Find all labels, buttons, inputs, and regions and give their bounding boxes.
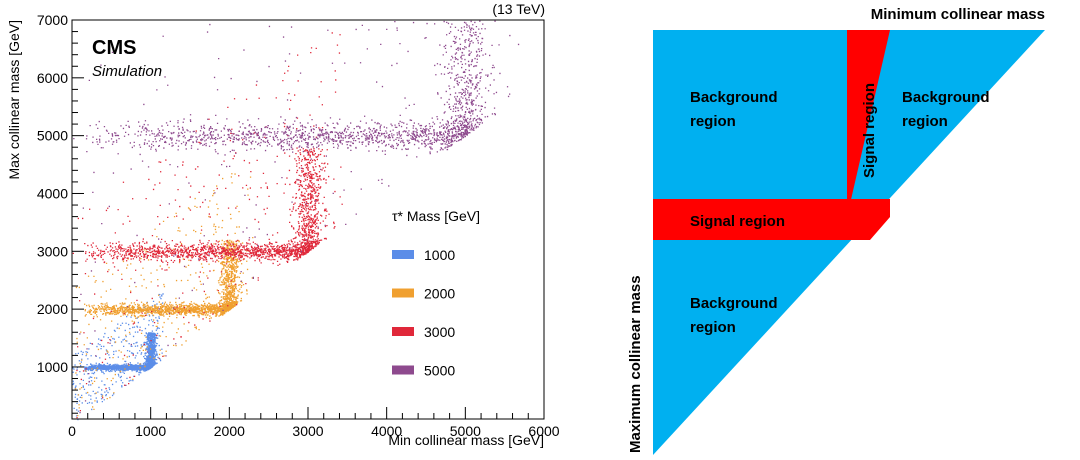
legend-label: 5000	[424, 363, 455, 379]
x-tick-label: 1000	[135, 423, 166, 439]
legend-swatch	[392, 327, 414, 336]
series-1000	[72, 293, 164, 421]
background-region-bottom-line2: region	[690, 319, 736, 336]
left-axis-label: Maximum collinear mass	[627, 275, 644, 453]
series-3000	[72, 32, 343, 419]
y-tick-label: 7000	[37, 12, 68, 28]
legend-swatch	[392, 250, 414, 259]
x-axis-title: Min collinear mass [GeV]	[388, 432, 544, 448]
x-tick-label: 0	[68, 423, 76, 439]
series-points-5000	[73, 20, 520, 414]
legend-swatch	[392, 288, 414, 298]
axes: 0 1000 2000 3000 4000 5000 6000 1000 2000 3000 400…	[37, 12, 560, 439]
series-5000	[73, 20, 520, 414]
y-tick-label: 3000	[37, 243, 68, 259]
cms-label: CMS	[92, 37, 136, 59]
series-points-1000	[72, 293, 164, 421]
legend-title: τ* Mass [GeV]	[392, 208, 480, 224]
scatter-plot: 0 1000 2000 3000 4000 5000 6000 1000 2000 3000 400…	[6, 1, 560, 448]
legend-label: 3000	[424, 324, 455, 340]
x-tick-label: 5000	[450, 423, 481, 439]
signal-region-vertical-label: Signal region	[861, 83, 878, 178]
legend: 1000 2000 3000 5000	[392, 247, 455, 379]
background-region-top-left: Background region	[690, 89, 782, 130]
top-axis-label: Minimum collinear mass	[871, 6, 1045, 23]
background-region-top-left-line1: Background	[690, 89, 778, 106]
horizontal-signal-band	[653, 199, 890, 240]
background-region-bottom-line1: Background	[690, 295, 778, 312]
background-region-bottom: Background region	[690, 295, 782, 336]
signal-region-horizontal-label: Signal region	[690, 213, 785, 230]
x-tick-label: 2000	[214, 423, 245, 439]
x-tick-label: 3000	[292, 423, 323, 439]
energy-label: (13 TeV)	[492, 1, 545, 17]
simulation-label: Simulation	[92, 63, 162, 80]
y-tick-label: 4000	[37, 185, 68, 201]
series-points-3000	[72, 32, 343, 419]
series-points-2000	[74, 173, 254, 417]
background-region-top-right-line1: Background	[902, 89, 990, 106]
scatter-points	[72, 20, 520, 421]
legend-swatch	[392, 365, 414, 375]
y-tick-label: 1000	[37, 359, 68, 375]
legend-label: 2000	[424, 286, 455, 302]
background-region-top-right: Background region	[902, 89, 994, 130]
region-diagram: Minimum collinear mass Maximum collinear…	[627, 6, 1045, 455]
legend-label: 1000	[424, 247, 455, 263]
region-triangle	[653, 30, 1045, 455]
y-tick-label: 6000	[37, 70, 68, 86]
x-tick-label: 6000	[528, 423, 559, 439]
background-region-top-left-line2: region	[690, 113, 736, 130]
y-tick-label: 5000	[37, 128, 68, 144]
vertical-signal-band	[847, 30, 890, 217]
x-tick-label: 4000	[371, 423, 402, 439]
series-2000	[74, 173, 254, 417]
y-tick-label: 2000	[37, 301, 68, 317]
y-axis-title: Max collinear mass [GeV]	[6, 20, 22, 180]
background-region-top-right-line2: region	[902, 113, 948, 130]
